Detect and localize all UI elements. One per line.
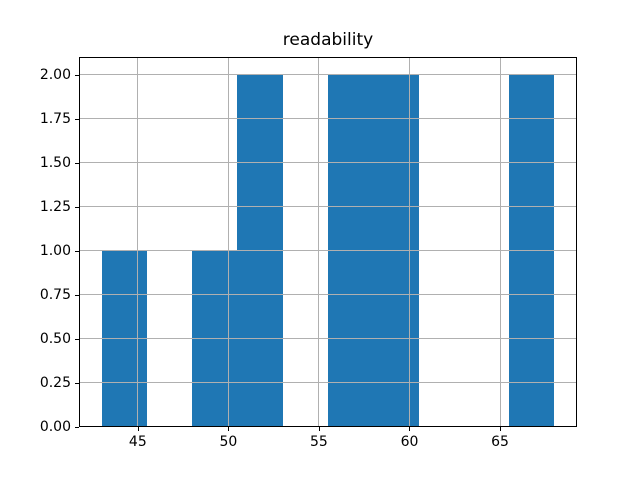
y-tick-label: 2.00 — [39, 66, 71, 83]
gridline-horizontal — [79, 382, 577, 384]
y-tick-mark — [75, 118, 79, 120]
y-tick-mark — [75, 294, 79, 296]
gridline-horizontal — [79, 206, 577, 208]
x-tick-label: 55 — [310, 434, 328, 450]
y-tick-label: 0.75 — [39, 286, 71, 303]
x-tick-label: 45 — [128, 434, 147, 450]
y-tick-label: 0.00 — [39, 419, 71, 435]
gridline-vertical — [408, 57, 410, 427]
gridline-vertical — [227, 57, 229, 427]
gridline-vertical — [137, 57, 139, 427]
plot-area — [79, 57, 577, 427]
y-tick-label: 0.50 — [39, 330, 71, 347]
y-tick-mark — [75, 250, 79, 252]
y-tick-label: 0.25 — [39, 374, 71, 391]
gridline-horizontal — [79, 118, 577, 120]
y-tick-label: 1.75 — [39, 110, 71, 127]
x-tick-mark — [500, 427, 502, 431]
gridline-horizontal — [79, 426, 577, 427]
gridline-vertical — [318, 57, 320, 427]
y-tick-mark — [75, 382, 79, 384]
gridline-vertical — [499, 57, 501, 427]
y-tick-mark — [75, 338, 79, 340]
y-tick-label: 1.50 — [39, 154, 71, 171]
gridline-horizontal — [79, 294, 577, 296]
y-tick-label: 1.25 — [39, 198, 71, 215]
gridline-horizontal — [79, 74, 577, 76]
y-tick-mark — [75, 74, 79, 76]
y-tick-label: 1.00 — [39, 242, 71, 259]
x-tick-mark — [137, 427, 139, 431]
gridline-horizontal — [79, 162, 577, 164]
x-tick-mark — [318, 427, 320, 431]
x-tick-mark — [228, 427, 230, 431]
x-tick-label: 50 — [219, 434, 238, 450]
gridline-horizontal — [79, 250, 577, 252]
y-tick-mark — [75, 206, 79, 208]
chart-title: readability — [282, 30, 374, 50]
x-tick-label: 65 — [491, 434, 509, 450]
gridline-horizontal — [79, 338, 577, 340]
x-tick-label: 60 — [400, 434, 419, 450]
y-tick-mark — [75, 427, 79, 428]
x-tick-mark — [409, 427, 411, 431]
y-tick-mark — [75, 162, 79, 164]
